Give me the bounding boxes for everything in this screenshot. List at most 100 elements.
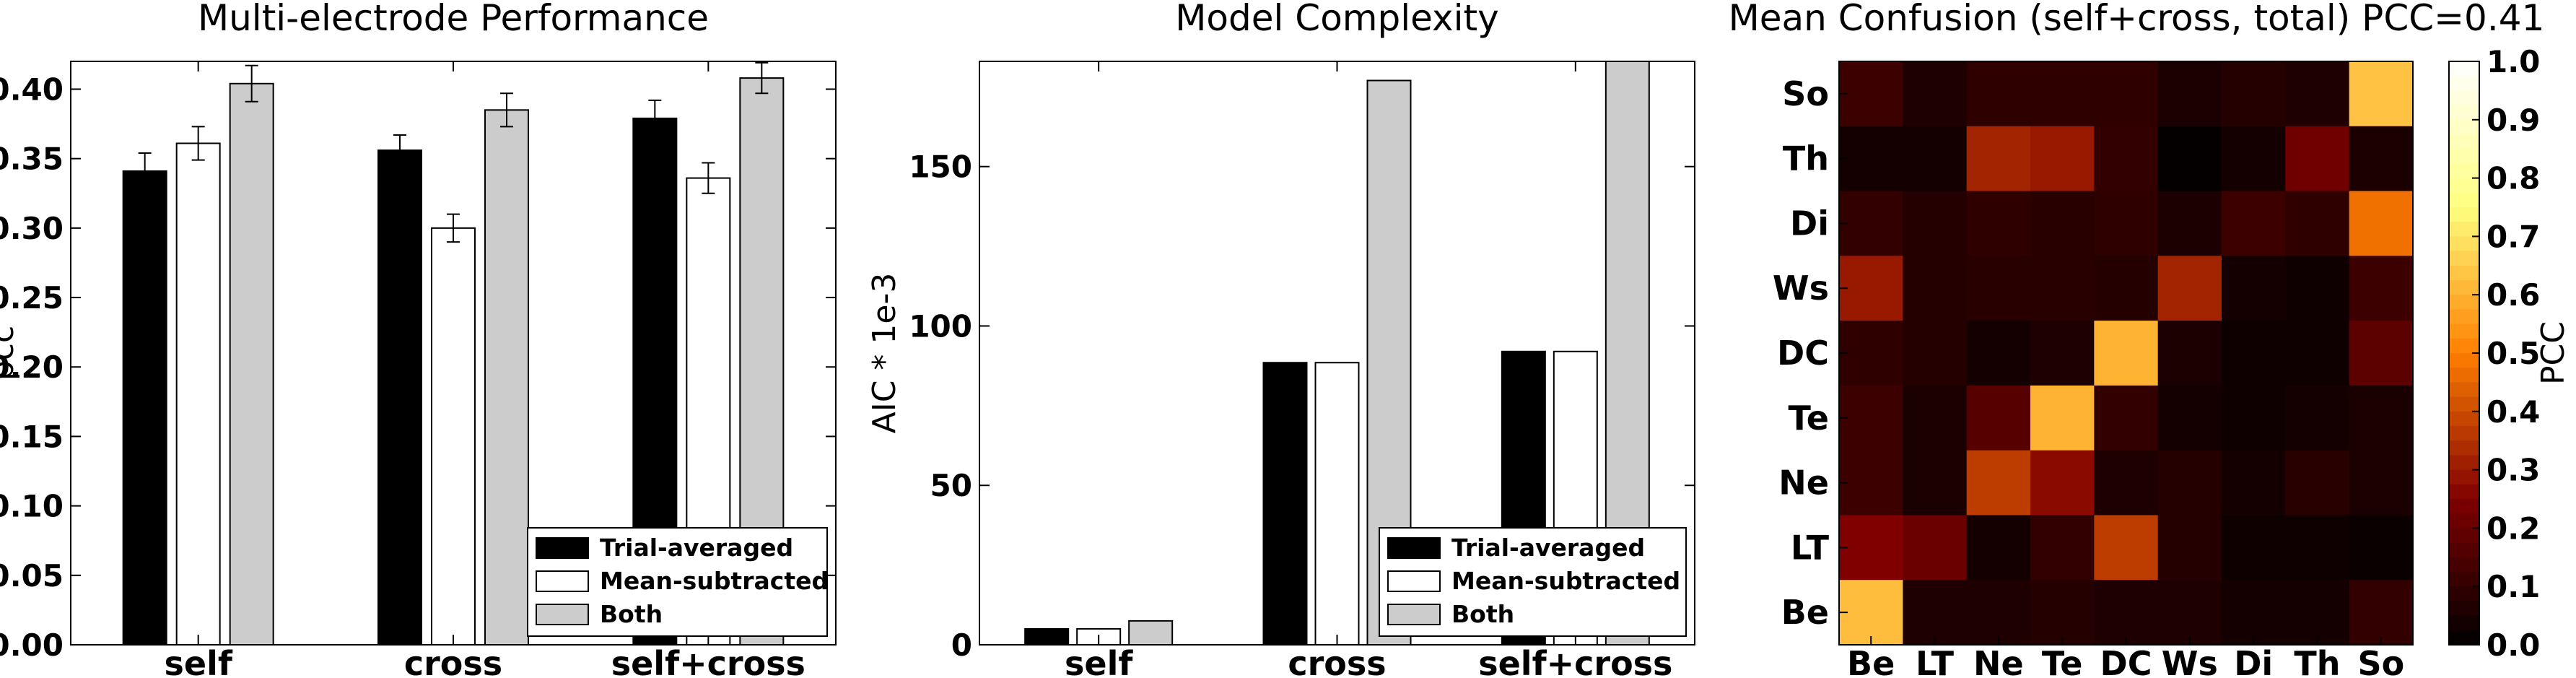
colorbar-segment	[2449, 513, 2479, 529]
colorbar-segment	[2449, 426, 2479, 441]
y-tick-label: Ne	[1778, 464, 1829, 503]
y-tick-label: 0.35	[0, 142, 64, 177]
colorbar-segment	[2449, 251, 2479, 266]
colorbar-segment	[2449, 90, 2479, 106]
legend-swatch	[536, 537, 589, 559]
x-tick-label: Di	[2234, 644, 2273, 678]
legend-label: Trial-averaged	[1451, 534, 1645, 562]
heatmap-cell-ws-di	[2222, 256, 2286, 321]
x-tick-label: DC	[2100, 644, 2152, 678]
colorbar-tick-label: 0.4	[2487, 394, 2540, 430]
colorbar-segment	[2449, 353, 2479, 368]
colorbar-segment	[2449, 149, 2479, 164]
colorbar-tick-label: 0.7	[2487, 219, 2540, 254]
colorbar-segment	[2449, 280, 2479, 295]
y-tick-label: 0.25	[0, 280, 64, 316]
heatmap-cell-th-so	[2349, 126, 2414, 192]
heatmap-cell-ws-so	[2349, 256, 2414, 321]
heatmap-cell-be-dc	[2094, 580, 2159, 646]
colorbar-segment	[2449, 615, 2479, 631]
heatmap-cell-te-be	[1839, 385, 1903, 451]
colorbar-segment	[2449, 309, 2479, 325]
colorbar-segment	[2449, 542, 2479, 558]
chart-title: Model Complexity	[1175, 0, 1498, 39]
heatmap-cell-dc-lt	[1903, 321, 1968, 386]
heatmap-cell-so-th	[2285, 61, 2350, 127]
heatmap-cell-te-te	[2030, 385, 2095, 451]
legend-label: Both	[1451, 600, 1514, 628]
heatmap-cell-dc-th	[2285, 321, 2350, 386]
heatmap-cell-ne-lt	[1903, 450, 1968, 516]
heatmap-cell-ne-th	[2285, 450, 2350, 516]
heatmap-cell-so-dc	[2094, 61, 2159, 127]
x-tick-label: LT	[1916, 644, 1955, 678]
heatmap-cell-so-lt	[1903, 61, 1968, 127]
legend-swatch	[1387, 570, 1441, 592]
y-tick-label: So	[1782, 74, 1829, 113]
heatmap-cell-th-ne	[1966, 126, 2031, 192]
x-tick-label: So	[2357, 644, 2404, 678]
bar-both-cross	[484, 109, 529, 646]
heatmap-cell-dc-dc	[2094, 321, 2159, 386]
colorbar-segment	[2449, 528, 2479, 544]
heatmap-cell-lt-ws	[2157, 515, 2222, 581]
bar-trial-averaged-self	[122, 170, 167, 646]
colorbar-tick-label: 0.8	[2487, 161, 2540, 196]
heatmap-cell-dc-so	[2349, 321, 2414, 386]
heatmap-cell-di-th	[2285, 191, 2350, 256]
heatmap-cell-dc-ne	[1966, 321, 2031, 386]
y-axis-label: AIC * 1e-3	[866, 273, 903, 434]
heatmap-cell-te-th	[2285, 385, 2350, 451]
colorbar-tick-label: 1.0	[2487, 44, 2540, 79]
heatmap-cell-ws-ws	[2157, 256, 2222, 321]
heatmap-cell-lt-be	[1839, 515, 1903, 581]
colorbar-segment	[2449, 572, 2479, 587]
colorbar-segment	[2449, 338, 2479, 354]
y-tick-label: Ws	[1773, 269, 1829, 308]
chart-0: Multi-electrode Performance pcc 0.00 0.05 0.…	[0, 0, 837, 678]
y-tick-label: 150	[909, 149, 972, 185]
heatmap-cell-di-te	[2030, 191, 2095, 256]
heatmap-cell-ws-be	[1839, 256, 1903, 321]
heatmap-cell-ne-be	[1839, 450, 1903, 516]
heatmap-cell-be-ws	[2157, 580, 2222, 646]
colorbar-segment	[2449, 630, 2479, 646]
colorbar-segment	[2449, 586, 2479, 601]
heatmap-cell-be-lt	[1903, 580, 1968, 646]
heatmap-cell-di-lt	[1903, 191, 1968, 256]
colorbar-segment	[2449, 557, 2479, 573]
x-tick-label: Te	[2042, 644, 2082, 678]
heatmap-cell-di-be	[1839, 191, 1903, 256]
heatmap-cell-so-ws	[2157, 61, 2222, 127]
colorbar-tick-label: 0.0	[2487, 627, 2540, 663]
colorbar-segment	[2449, 265, 2479, 281]
colorbar-segment	[2449, 295, 2479, 310]
y-tick-label: 0.00	[0, 627, 64, 663]
colorbar-segment	[2449, 163, 2479, 179]
colorbar-segment	[2449, 440, 2479, 456]
heatmap-cell-te-ne	[1966, 385, 2031, 451]
y-tick-label: 0.05	[0, 558, 64, 594]
colorbar-tick-label: 0.5	[2487, 336, 2540, 371]
colorbar-segment	[2449, 499, 2479, 514]
heatmap-cell-so-ne	[1966, 61, 2031, 127]
y-tick-label: 0.40	[0, 71, 64, 107]
heatmap-cell-th-th	[2285, 126, 2350, 192]
colorbar-segment	[2449, 178, 2479, 194]
heatmap-cell-th-di	[2222, 126, 2286, 192]
colorbar-segment	[2449, 61, 2479, 77]
colorbar-segment	[2449, 469, 2479, 485]
heatmap-cell-ne-dc	[2094, 450, 2159, 516]
heatmap-cell-te-so	[2349, 385, 2414, 451]
colorbar-tick-label: 0.9	[2487, 103, 2540, 138]
heatmap-cell-th-lt	[1903, 126, 1968, 192]
heatmap-cell-te-lt	[1903, 385, 1968, 451]
heatmap-cell-dc-ws	[2157, 321, 2222, 386]
legend-swatch	[536, 604, 589, 625]
colorbar-tick-label: 0.3	[2487, 453, 2540, 488]
colorbar-segment	[2449, 323, 2479, 339]
heatmap-cell-lt-lt	[1903, 515, 1968, 581]
x-tick-label: cross	[1288, 644, 1386, 678]
heatmap-cell-dc-di	[2222, 321, 2286, 386]
legend: Trial-averaged Mean-subtracted Both	[1379, 527, 1687, 637]
